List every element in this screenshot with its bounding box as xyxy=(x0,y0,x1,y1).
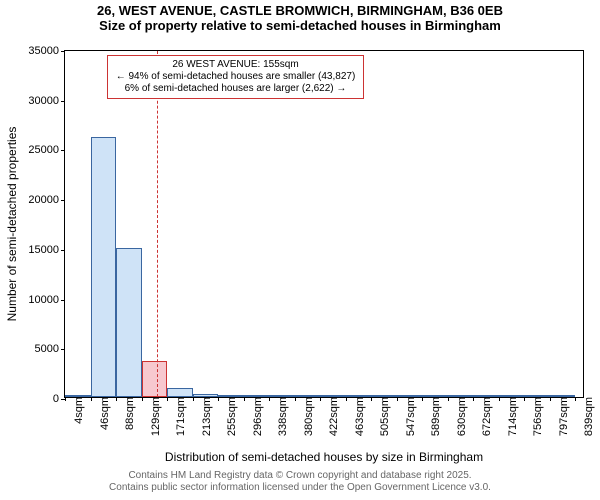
histogram-bar xyxy=(116,248,142,397)
x-tick-label: 422sqm xyxy=(324,397,340,436)
y-tick-label: 20000 xyxy=(28,194,65,206)
histogram-bar xyxy=(524,395,550,397)
y-tick-label: 25000 xyxy=(28,144,65,156)
x-tick-label: 589sqm xyxy=(426,397,442,436)
subject-size-line xyxy=(157,51,158,397)
x-tick-label: 255sqm xyxy=(222,397,238,436)
legend-line-1: 26 WEST AVENUE: 155sqm xyxy=(116,59,356,71)
histogram-bar xyxy=(218,395,244,397)
histogram-bar xyxy=(65,395,91,397)
histogram-bar xyxy=(320,395,346,397)
chart-wrap: 050001000015000200002500030000350004sqm4… xyxy=(0,4,600,500)
histogram-bar xyxy=(422,395,448,397)
x-axis-label: Distribution of semi-detached houses by … xyxy=(64,450,584,464)
histogram-bar xyxy=(473,395,499,397)
x-tick-label: 714sqm xyxy=(503,397,519,436)
histogram-bar-highlight xyxy=(142,361,168,397)
x-tick-label: 505sqm xyxy=(375,397,391,436)
y-tick-label: 15000 xyxy=(28,244,65,256)
histogram-bar xyxy=(448,395,474,397)
y-axis-label: Number of semi-detached properties xyxy=(5,127,19,322)
histogram-bar xyxy=(167,388,193,397)
legend-line-2: ← 94% of semi-detached houses are smalle… xyxy=(116,71,356,83)
x-tick-label: 380sqm xyxy=(299,397,315,436)
x-tick-label: 630sqm xyxy=(452,397,468,436)
x-tick-label: 129sqm xyxy=(146,397,162,436)
y-tick-label: 10000 xyxy=(28,294,65,306)
histogram-bar xyxy=(295,395,321,397)
histogram-bar xyxy=(371,395,397,397)
x-tick-label: 756sqm xyxy=(528,397,544,436)
x-tick-label: 672sqm xyxy=(477,397,493,436)
caption-line-1: Contains HM Land Registry data © Crown c… xyxy=(10,470,590,482)
y-tick-label: 30000 xyxy=(28,95,65,107)
x-tick-label: 463sqm xyxy=(350,397,366,436)
histogram-bar xyxy=(499,395,525,397)
histogram-bar xyxy=(397,395,423,397)
x-tick-label: 88sqm xyxy=(120,397,136,430)
x-tick-label: 797sqm xyxy=(554,397,570,436)
x-tick-label: 171sqm xyxy=(171,397,187,436)
legend-box: 26 WEST AVENUE: 155sqm← 94% of semi-deta… xyxy=(107,55,365,99)
x-tick-label: 839sqm xyxy=(579,397,595,436)
histogram-bar xyxy=(91,137,117,398)
caption-line-2: Contains public sector information licen… xyxy=(10,482,590,494)
plot-area: 050001000015000200002500030000350004sqm4… xyxy=(64,50,584,398)
x-tick-label: 296sqm xyxy=(248,397,264,436)
histogram-bar xyxy=(193,394,219,397)
histogram-bar xyxy=(244,395,270,397)
histogram-bar xyxy=(346,395,372,397)
x-tick-label: 4sqm xyxy=(69,397,85,424)
histogram-bar xyxy=(269,395,295,397)
x-tick-label: 46sqm xyxy=(95,397,111,430)
histogram-bar xyxy=(550,395,576,397)
legend-line-3: 6% of semi-detached houses are larger (2… xyxy=(116,83,356,95)
x-tick-label: 547sqm xyxy=(401,397,417,436)
y-tick-label: 35000 xyxy=(28,45,65,57)
chart-caption: Contains HM Land Registry data © Crown c… xyxy=(0,470,600,494)
chart-root: 26, WEST AVENUE, CASTLE BROMWICH, BIRMIN… xyxy=(0,4,600,500)
x-tick-label: 213sqm xyxy=(197,397,213,436)
x-tick-label: 338sqm xyxy=(273,397,289,436)
